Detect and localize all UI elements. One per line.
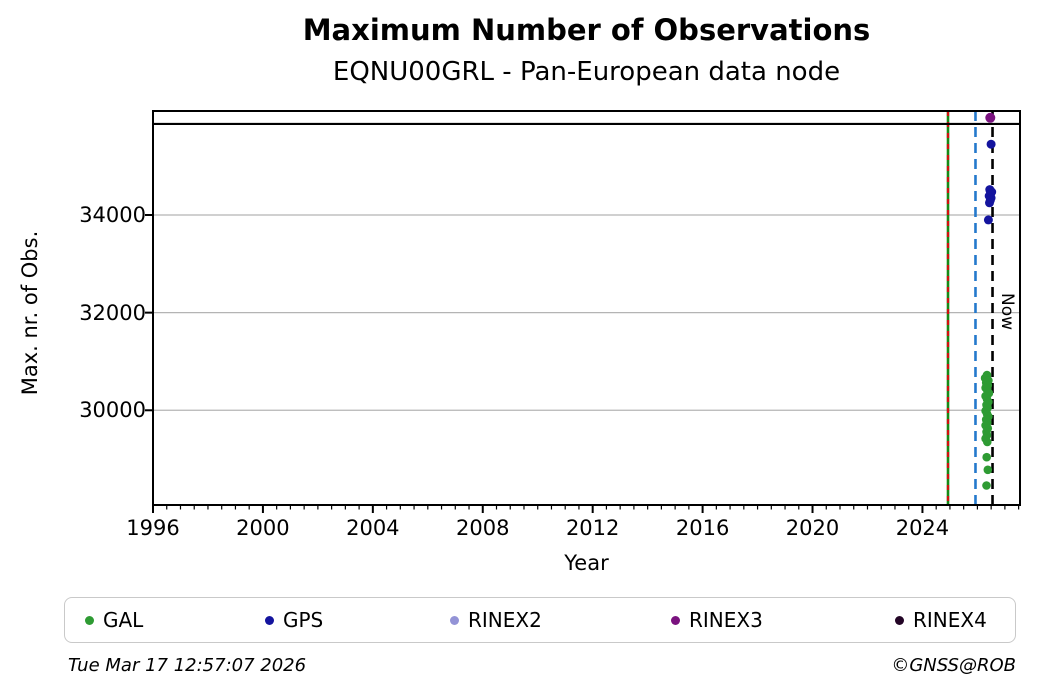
legend: GAL GPS RINEX2 RINEX3 RINEX4	[64, 597, 1016, 643]
gal-marker-icon	[85, 615, 94, 625]
data-point-gal	[983, 465, 993, 475]
legend-label: RINEX2	[468, 608, 542, 632]
chart-subtitle: EQNU00GRL - Pan-European data node	[332, 57, 841, 87]
data-point-rinex3	[985, 112, 996, 123]
x-tick-label: 2008	[456, 516, 510, 540]
legend-label: RINEX3	[689, 608, 763, 632]
data-point-gps	[985, 198, 994, 208]
x-tick-label: 2012	[565, 516, 620, 540]
plot-timestamp: Tue Mar 17 12:57:07 2026	[68, 655, 307, 676]
y-tick-label: 30000	[79, 398, 146, 423]
x-tick-label: 2024	[895, 516, 950, 540]
plot-frame	[152, 110, 1021, 506]
y-tick-label: 32000	[79, 300, 146, 325]
legend-label: GAL	[103, 608, 144, 632]
copyright-credit: ©GNSS@ROB	[891, 655, 1016, 676]
legend-label: GPS	[283, 608, 324, 632]
data-point-gal	[982, 452, 991, 462]
x-axis-label: Year	[564, 551, 609, 575]
rinex4-marker-icon	[895, 615, 904, 625]
legend-item-rinex4: RINEX4	[895, 598, 987, 642]
data-point-gal	[982, 481, 991, 490]
data-point-gps	[983, 215, 993, 225]
x-tick-label: 2004	[346, 516, 400, 540]
y-axis-label: Max. nr. of Obs.	[18, 230, 42, 396]
rinex3-marker-icon	[671, 615, 680, 625]
legend-item-gal: GAL	[85, 598, 143, 642]
y-tick-label: 34000	[79, 202, 146, 227]
legend-item-gps: GPS	[265, 598, 323, 642]
x-tick-label: 2016	[675, 516, 730, 540]
legend-item-rinex2: RINEX2	[450, 598, 542, 642]
x-tick-label: 2020	[785, 516, 840, 540]
rinex2-marker-icon	[450, 615, 459, 625]
data-point-gps	[986, 139, 996, 149]
chart-title: Maximum Number of Observations	[302, 13, 871, 47]
legend-item-rinex3: RINEX3	[671, 598, 763, 642]
x-tick-label: 2000	[236, 516, 290, 540]
now-line-label: Now	[997, 293, 1017, 331]
gps-marker-icon	[265, 615, 274, 625]
legend-label: RINEX4	[913, 608, 987, 632]
data-point-gal	[983, 437, 992, 447]
x-tick-label: 1996	[126, 516, 180, 540]
